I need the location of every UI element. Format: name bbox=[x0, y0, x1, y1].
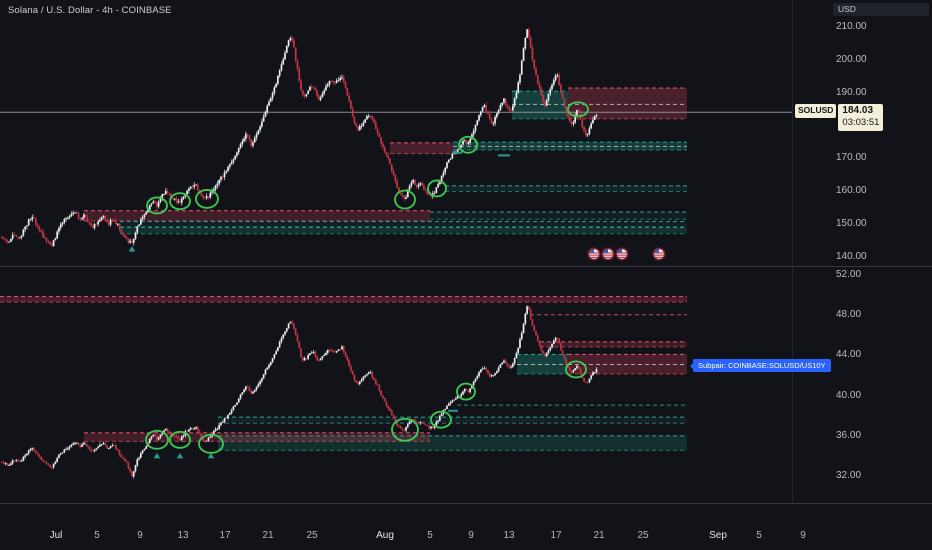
price-tick-label: 32.00 bbox=[836, 470, 862, 481]
price-tick-label: 150.00 bbox=[836, 217, 867, 229]
time-tick-label: 21 bbox=[593, 530, 605, 541]
time-axis[interactable]: Jul 5 9 13 17 21 25 Aug 5 9 13 17 21 25 Sep 5 9 bbox=[0, 503, 932, 550]
price-tick-label: 210.00 bbox=[836, 21, 867, 32]
time-tick-label: Sep bbox=[709, 530, 727, 541]
time-tick-label: Aug bbox=[376, 530, 394, 541]
price-tick-label: 52.00 bbox=[836, 269, 862, 280]
subpair-indicator-pane[interactable] bbox=[0, 266, 792, 503]
time-tick-label: 9 bbox=[137, 530, 143, 541]
price-tick-label: 160.00 bbox=[836, 185, 867, 197]
price-tick-label: 200.00 bbox=[836, 53, 867, 65]
price-tick-label: 170.00 bbox=[836, 152, 867, 164]
time-tick-label: 17 bbox=[219, 530, 231, 541]
main-price-pane[interactable] bbox=[0, 0, 792, 266]
time-tick-label: Jul bbox=[49, 530, 63, 541]
price-tick-label: 36.00 bbox=[836, 429, 862, 441]
time-tick-label: 13 bbox=[177, 530, 189, 541]
time-tick-label: 5 bbox=[427, 530, 433, 541]
time-tick-label: 13 bbox=[503, 530, 515, 541]
time-tick-label: 25 bbox=[306, 530, 318, 541]
subpair-indicator-label[interactable]: Subpair: COINBASE:SOLUSD/US10Y bbox=[690, 359, 831, 372]
time-tick-label: 9 bbox=[800, 530, 806, 541]
last-price-axis-label[interactable]: SOLUSD 184.03 03:03:51 bbox=[795, 104, 884, 131]
time-tick-label: 21 bbox=[262, 530, 274, 541]
time-tick-label: 5 bbox=[94, 530, 100, 541]
price-tick-label: 48.00 bbox=[836, 309, 862, 321]
price-tick-label: 44.00 bbox=[836, 349, 862, 361]
time-tick-label: 17 bbox=[550, 530, 562, 541]
bar-countdown-timer: 03:03:51 bbox=[842, 117, 880, 128]
price-tick-label: 140.00 bbox=[836, 250, 867, 262]
currency-unit-label: USD bbox=[838, 4, 856, 14]
subpair-indicator-text: Subpair: COINBASE:SOLUSD/US10Y bbox=[698, 361, 826, 370]
price-tick-label: 40.00 bbox=[836, 389, 862, 401]
time-tick-label: 9 bbox=[468, 530, 474, 541]
price-label-symbol: SOLUSD bbox=[795, 104, 837, 118]
price-axis[interactable]: 210.00 200.00 190.00 170.00 160.00 150.00 140.… bbox=[792, 0, 932, 503]
time-tick-label: 5 bbox=[756, 530, 762, 541]
time-tick-label: 25 bbox=[637, 530, 649, 541]
price-tick-label: 190.00 bbox=[836, 86, 867, 98]
symbol-legend-title[interactable]: Solana / U.S. Dollar - 4h - COINBASE bbox=[8, 5, 172, 16]
last-price-value: 184.03 bbox=[842, 105, 874, 116]
currency-unit-button[interactable]: USD bbox=[833, 3, 929, 16]
price-label-value-box: 184.03 03:03:51 bbox=[838, 104, 884, 131]
